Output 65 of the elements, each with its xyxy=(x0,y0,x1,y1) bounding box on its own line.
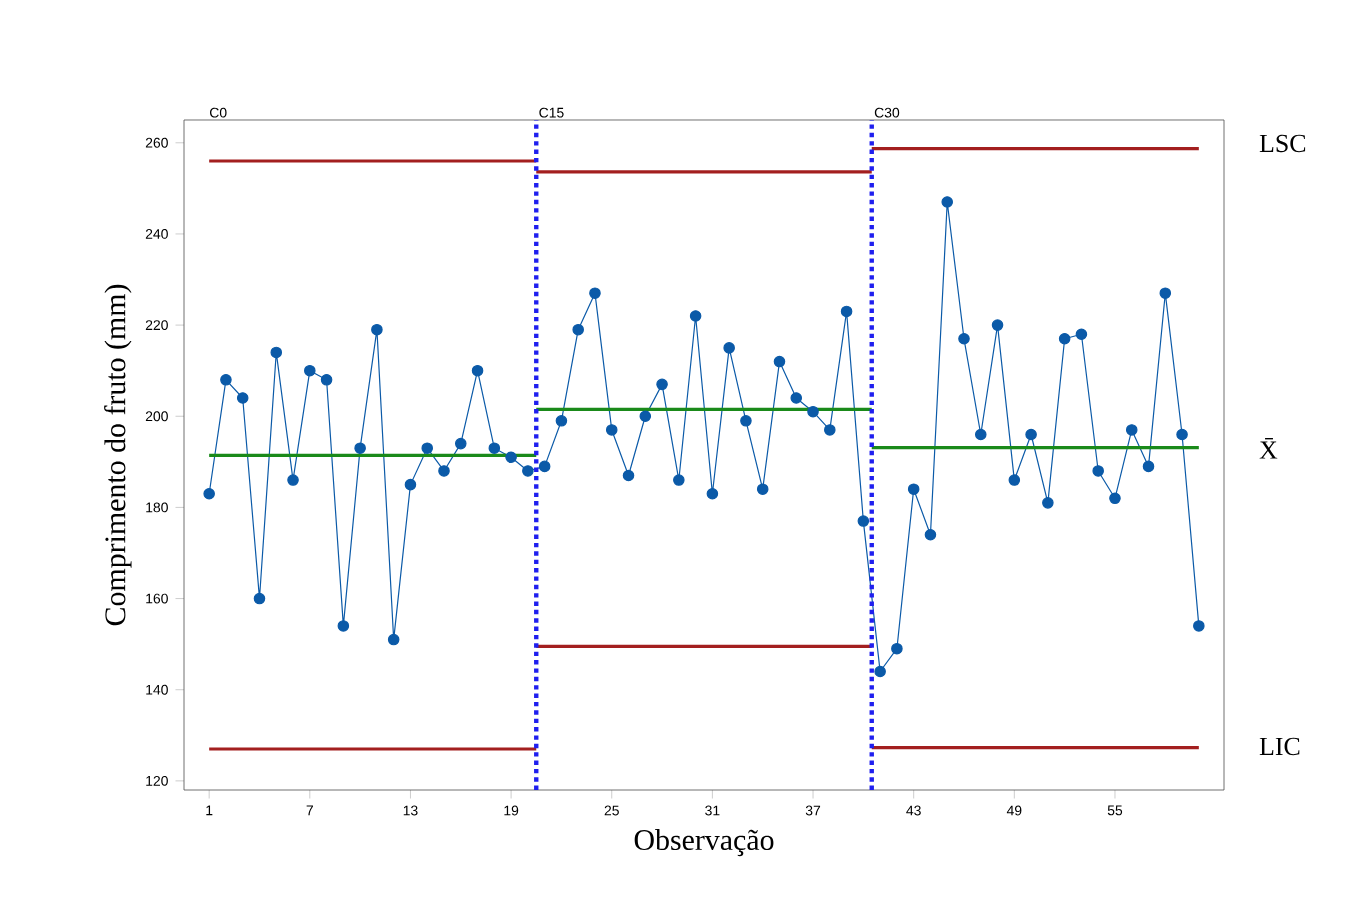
point xyxy=(471,364,484,377)
point xyxy=(1176,428,1188,441)
point xyxy=(991,319,1004,331)
point xyxy=(1159,287,1172,299)
point xyxy=(454,437,467,450)
point xyxy=(337,620,350,632)
point xyxy=(488,442,501,454)
point xyxy=(840,305,853,318)
point xyxy=(253,592,266,605)
point xyxy=(354,442,366,454)
point xyxy=(538,460,551,473)
point xyxy=(1008,474,1021,486)
point xyxy=(438,465,450,477)
point xyxy=(1042,497,1054,509)
point xyxy=(522,465,534,477)
point xyxy=(287,474,299,486)
point xyxy=(505,451,517,464)
point xyxy=(974,428,987,441)
point xyxy=(807,405,819,418)
point xyxy=(740,415,752,427)
point xyxy=(1058,332,1071,345)
point xyxy=(387,633,400,646)
point xyxy=(203,487,215,500)
point xyxy=(773,355,786,368)
point xyxy=(622,469,635,482)
point xyxy=(756,483,769,495)
point xyxy=(304,364,316,377)
point xyxy=(572,323,584,336)
point xyxy=(656,378,668,391)
point xyxy=(1075,328,1088,340)
text: X̄ xyxy=(1259,438,1278,459)
point xyxy=(723,342,735,354)
point xyxy=(1125,424,1138,436)
point xyxy=(220,374,232,386)
point xyxy=(924,528,937,541)
point xyxy=(639,410,652,423)
point xyxy=(891,642,903,655)
point xyxy=(1092,465,1104,477)
point xyxy=(404,478,417,491)
point xyxy=(320,374,333,386)
point xyxy=(706,487,719,500)
point xyxy=(589,287,601,299)
point xyxy=(270,346,283,359)
point xyxy=(1025,428,1037,441)
x-axis-title: Observação xyxy=(634,829,774,857)
point xyxy=(1142,460,1155,473)
text: LSC xyxy=(1259,134,1306,153)
point xyxy=(907,483,920,495)
point xyxy=(790,392,803,404)
text: LIC xyxy=(1259,737,1300,756)
point xyxy=(958,332,970,345)
point xyxy=(874,665,886,678)
point xyxy=(689,310,702,322)
point xyxy=(371,323,383,336)
point xyxy=(605,424,618,436)
point xyxy=(824,424,836,436)
point xyxy=(1109,492,1121,505)
point xyxy=(941,196,954,208)
point xyxy=(421,442,434,454)
point xyxy=(236,392,249,404)
point xyxy=(673,474,685,486)
point xyxy=(555,415,568,427)
y-axis-title: Comprimento do fruto (mm) xyxy=(104,284,132,626)
point xyxy=(857,515,870,527)
point xyxy=(1193,620,1205,632)
